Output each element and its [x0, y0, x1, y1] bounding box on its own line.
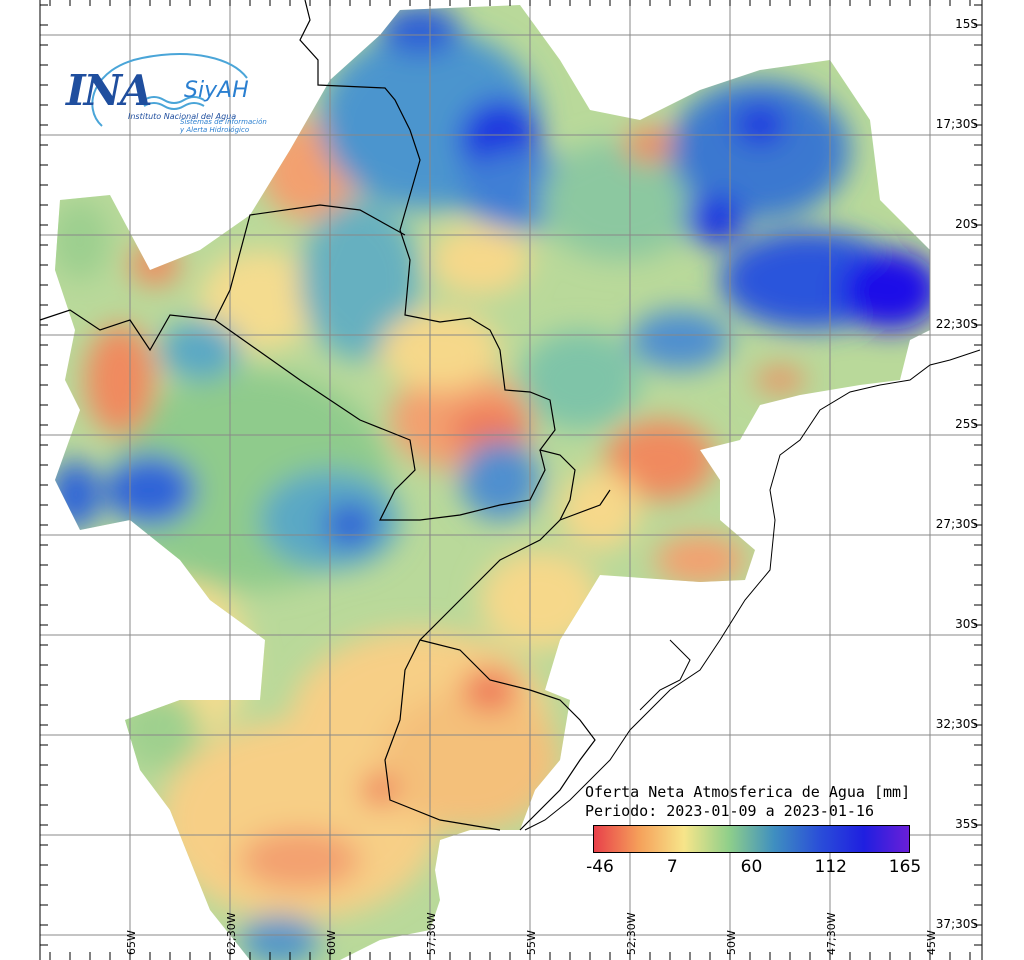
lat-label: 25S: [955, 417, 978, 431]
lat-label: 22;30S: [935, 317, 978, 331]
coastline: [524, 349, 981, 831]
lon-label: 57;30W: [425, 912, 438, 955]
colorbar-tick-label: -46: [586, 857, 614, 877]
colorbar-tick-label: 7: [666, 857, 678, 877]
lat-label: 35S: [955, 817, 978, 831]
lon-label: 65W: [125, 930, 138, 955]
colorbar-tick-label: 112: [814, 857, 847, 877]
lat-label: 15S: [955, 17, 978, 31]
logo-system: Sistemas de Información y Alerta Hidroló…: [180, 118, 267, 134]
grid: [40, 0, 982, 960]
lat-label: 20S: [955, 217, 978, 231]
ina-siyah-logo: INA SiyAH Instituto Nacional del Agua Si…: [62, 48, 272, 143]
frame: [39, 0, 983, 960]
lon-label: 60W: [325, 930, 338, 955]
lon-label: 45W: [925, 930, 938, 955]
lat-label: 37;30S: [935, 917, 978, 931]
colorbar: [593, 825, 910, 853]
legend-period: Periodo: 2023-01-09 a 2023-01-16: [585, 802, 874, 820]
axis-ticks: [40, 0, 982, 960]
lon-label: 47;30W: [825, 912, 838, 955]
lon-label: 62;30W: [225, 912, 238, 955]
colorbar-tick-label: 165: [888, 857, 922, 877]
logo-siyah-text: SiyAH: [184, 78, 249, 103]
lon-label: 50W: [725, 930, 738, 955]
country-borders: [39, 0, 611, 831]
logo-system-line2: y Alerta Hidrológico: [180, 126, 250, 134]
lat-label: 17;30S: [935, 117, 978, 131]
logo-ina-text: INA: [66, 66, 153, 115]
logo-system-line1: Sistemas de Información: [180, 118, 267, 126]
lon-label: 55W: [525, 930, 538, 955]
logo-institution: Instituto Nacional del Agua: [128, 112, 237, 121]
colorbar-tick-label: 60: [740, 857, 763, 877]
legend-title: Oferta Neta Atmosferica de Agua [mm]: [585, 783, 911, 801]
lat-label: 32;30S: [935, 717, 978, 731]
lat-label: 27;30S: [935, 517, 978, 531]
logo-swoosh: [91, 53, 248, 127]
lat-label: 30S: [955, 617, 978, 631]
lon-label: 52;30W: [625, 912, 638, 955]
